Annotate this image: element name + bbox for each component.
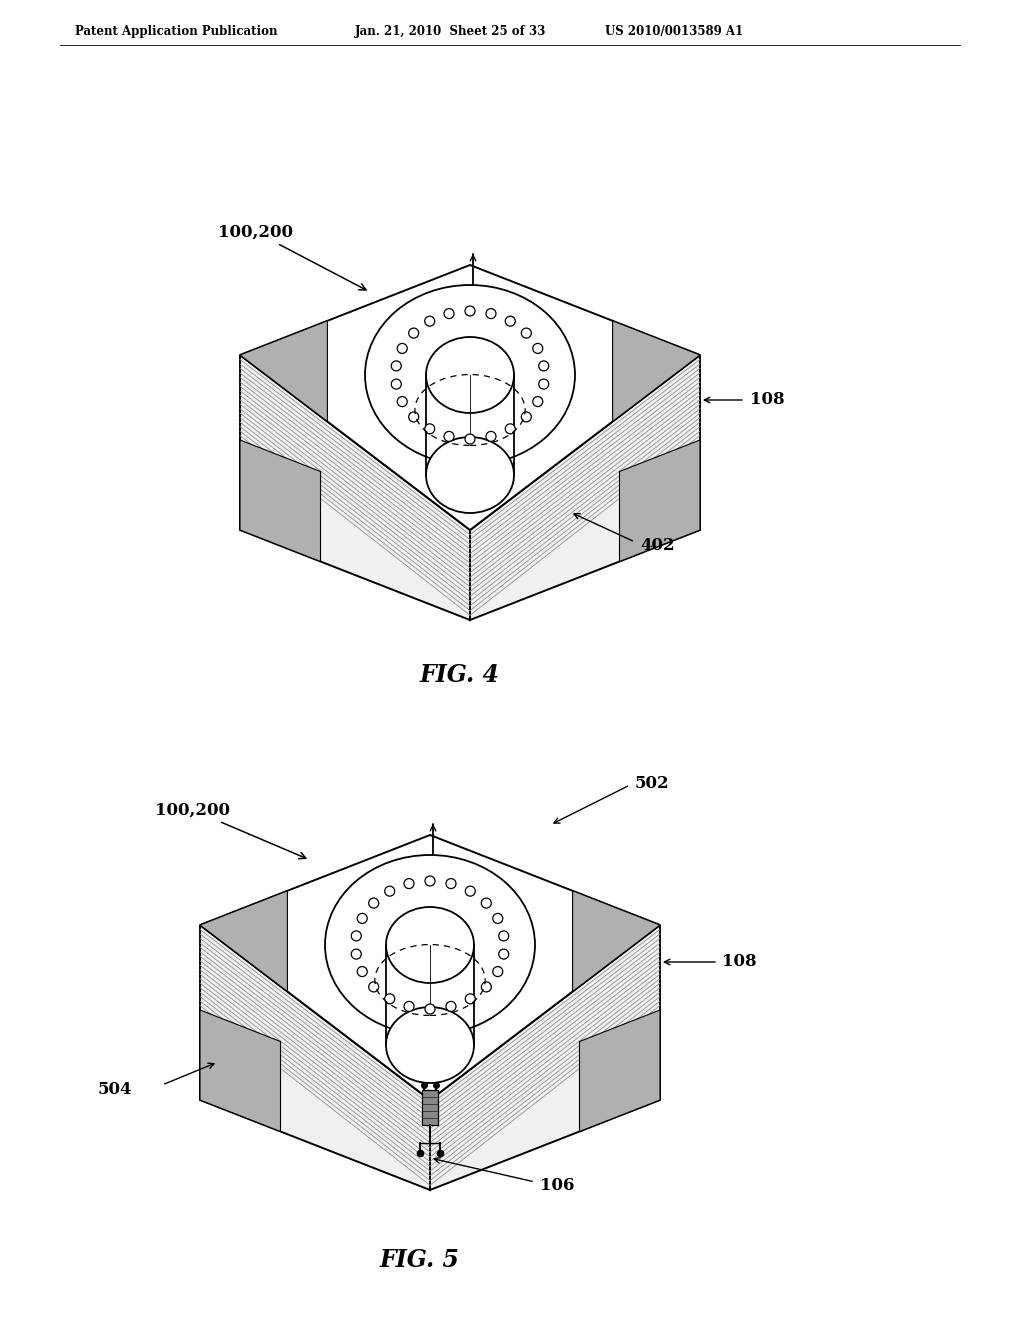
Circle shape <box>521 412 531 422</box>
Circle shape <box>351 949 361 960</box>
Circle shape <box>425 1005 435 1014</box>
Circle shape <box>409 329 419 338</box>
Text: 106: 106 <box>540 1177 574 1195</box>
Circle shape <box>499 949 509 960</box>
Circle shape <box>444 309 454 318</box>
Polygon shape <box>612 321 700 421</box>
Polygon shape <box>240 265 700 531</box>
Circle shape <box>385 994 394 1003</box>
Ellipse shape <box>365 285 575 465</box>
Text: 100,200: 100,200 <box>155 801 306 859</box>
Ellipse shape <box>426 337 514 413</box>
Polygon shape <box>240 321 328 421</box>
FancyBboxPatch shape <box>422 1090 438 1125</box>
Circle shape <box>465 886 475 896</box>
Circle shape <box>391 379 401 389</box>
Polygon shape <box>240 355 470 620</box>
Polygon shape <box>200 1010 281 1131</box>
Circle shape <box>465 434 475 444</box>
Circle shape <box>486 309 496 318</box>
Circle shape <box>481 898 492 908</box>
Circle shape <box>404 1002 414 1011</box>
Ellipse shape <box>386 1007 474 1082</box>
Text: 108: 108 <box>750 392 784 408</box>
Circle shape <box>391 360 401 371</box>
Circle shape <box>369 898 379 908</box>
Circle shape <box>493 913 503 924</box>
Text: 504: 504 <box>98 1081 132 1098</box>
Polygon shape <box>240 440 321 561</box>
Circle shape <box>425 317 435 326</box>
Circle shape <box>369 982 379 991</box>
Text: FIG. 4: FIG. 4 <box>420 663 500 686</box>
Circle shape <box>532 343 543 354</box>
Circle shape <box>444 432 454 441</box>
Circle shape <box>397 396 408 407</box>
Polygon shape <box>200 925 430 1191</box>
Circle shape <box>351 931 361 941</box>
Text: 108: 108 <box>722 953 757 970</box>
Circle shape <box>505 424 515 434</box>
Polygon shape <box>200 891 288 991</box>
Polygon shape <box>470 355 700 620</box>
Circle shape <box>486 432 496 441</box>
Text: US 2010/0013589 A1: US 2010/0013589 A1 <box>605 25 743 38</box>
Circle shape <box>357 913 368 924</box>
Circle shape <box>404 879 414 888</box>
Text: 502: 502 <box>635 775 670 792</box>
Text: FIG. 5: FIG. 5 <box>380 1247 460 1272</box>
Circle shape <box>409 412 419 422</box>
Circle shape <box>465 994 475 1003</box>
Ellipse shape <box>426 437 514 513</box>
Circle shape <box>446 1002 456 1011</box>
Circle shape <box>505 317 515 326</box>
Polygon shape <box>430 925 660 1191</box>
Circle shape <box>425 424 435 434</box>
Circle shape <box>397 343 408 354</box>
Circle shape <box>521 329 531 338</box>
Ellipse shape <box>386 907 474 983</box>
Circle shape <box>357 966 368 977</box>
Polygon shape <box>580 1010 660 1131</box>
Text: Patent Application Publication: Patent Application Publication <box>75 25 278 38</box>
Circle shape <box>499 931 509 941</box>
Circle shape <box>446 879 456 888</box>
Circle shape <box>539 379 549 389</box>
Circle shape <box>385 886 394 896</box>
Circle shape <box>481 982 492 991</box>
Text: 402: 402 <box>640 537 675 554</box>
Ellipse shape <box>325 855 535 1035</box>
Text: 100,200: 100,200 <box>218 223 366 290</box>
Circle shape <box>465 306 475 315</box>
Circle shape <box>493 966 503 977</box>
Circle shape <box>539 360 549 371</box>
Polygon shape <box>620 440 700 561</box>
Polygon shape <box>200 836 660 1100</box>
Circle shape <box>425 876 435 886</box>
Circle shape <box>532 396 543 407</box>
Text: Jan. 21, 2010  Sheet 25 of 33: Jan. 21, 2010 Sheet 25 of 33 <box>355 25 547 38</box>
Polygon shape <box>572 891 660 991</box>
